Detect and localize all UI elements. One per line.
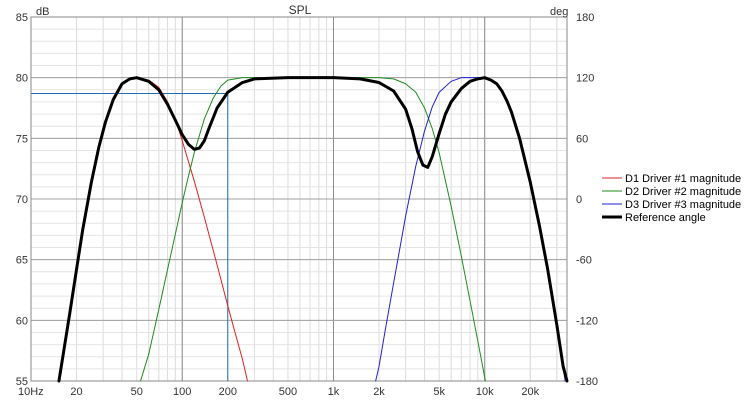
legend-label-3: D3 Driver #3 magnitude [625,199,741,211]
x-tick-label: 10k [476,386,494,398]
x-tick-label: 2k [373,386,385,398]
x-tick-label: 50 [131,386,143,398]
x-tick-label: 100 [173,386,191,398]
y-tick-label: 85 [16,12,28,24]
x-tick-label: 5k [433,386,445,398]
x-tick-label: 10Hz [18,386,44,398]
x-tick-label: 500 [279,386,297,398]
y-axis-ticks: 85 80 75 70 65 60 55 [16,12,28,388]
y-tick-label: 80 [16,73,28,85]
y2-tick-label: -180 [576,376,598,388]
y2-tick-label: 120 [576,73,594,85]
y-tick-label: 65 [16,255,28,267]
y2-tick-label: 180 [576,12,594,24]
legend-label-1: D1 Driver #1 magnitude [625,173,741,185]
y2-tick-label: 0 [576,194,582,206]
legend-label-4: Reference angle [625,212,706,224]
x-tick-label: 20k [521,386,539,398]
y2-axis-ticks: 180 120 60 0 -60 -120 -180 [576,12,598,388]
y2-tick-label: -60 [576,255,592,267]
y-axis-unit: dB [36,6,49,18]
x-tick-label: 20 [70,386,82,398]
plot-frame [30,16,568,382]
chart-title: SPL [289,3,312,17]
cursor-layer [31,92,229,381]
y-tick-label: 70 [16,194,28,206]
y2-tick-label: 60 [576,133,588,145]
y-tick-label: 75 [16,133,28,145]
legend-label-2: D2 Driver #2 magnitude [625,186,741,198]
y-tick-label: 55 [16,376,28,388]
x-tick-label: 1k [328,386,340,398]
series-line-4 [57,76,569,383]
x-tick-label: 200 [219,386,237,398]
y-tick-label: 60 [16,315,28,327]
y2-axis-unit: deg [550,6,568,18]
y2-tick-label: -120 [576,315,598,327]
series-layer [57,76,569,383]
x-axis-ticks: 10Hz 20 50 100 200 500 1k 2k 5k 10k 20k [18,386,540,398]
